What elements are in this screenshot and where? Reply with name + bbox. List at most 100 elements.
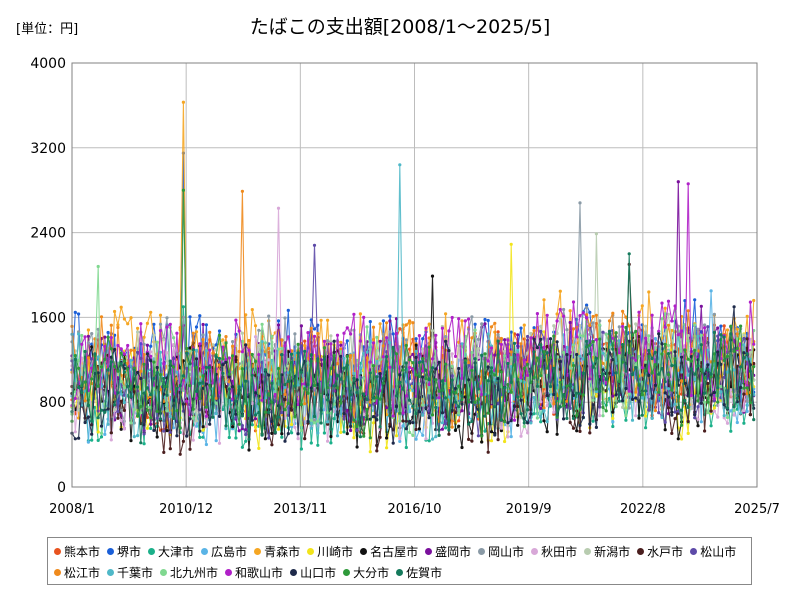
data-point: [165, 393, 169, 397]
legend-item: 秋田市: [531, 541, 577, 562]
data-point: [457, 317, 461, 321]
data-point: [342, 417, 346, 421]
data-point: [178, 384, 182, 388]
data-point: [601, 368, 605, 372]
data-point: [673, 402, 677, 406]
data-point: [375, 375, 379, 379]
data-point: [742, 409, 746, 413]
data-point: [253, 391, 258, 395]
data-point: [299, 447, 303, 451]
data-point: [267, 410, 271, 414]
data-point: [611, 424, 615, 429]
data-point: [299, 402, 303, 407]
data-point: [539, 324, 543, 328]
data-point: [575, 391, 579, 395]
data-point: [712, 312, 717, 316]
data-point: [686, 182, 690, 186]
data-point: [224, 335, 228, 339]
data-point: [506, 338, 510, 342]
data-point: [680, 408, 684, 412]
data-point: [139, 404, 143, 409]
data-point: [739, 385, 743, 390]
data-point: [568, 366, 572, 370]
data-point: [421, 357, 425, 361]
data-point: [716, 400, 720, 404]
data-point: [339, 340, 343, 344]
data-point: [739, 365, 743, 369]
data-point: [689, 407, 694, 411]
data-point: [424, 437, 428, 441]
data-point: [526, 362, 530, 366]
data-point: [378, 322, 382, 326]
data-point: [558, 307, 562, 312]
data-point: [378, 372, 382, 376]
data-point: [483, 322, 487, 326]
data-point: [96, 384, 100, 388]
data-point: [371, 399, 376, 403]
data-point: [742, 351, 746, 355]
data-point: [194, 365, 199, 369]
data-point: [447, 432, 451, 436]
data-point: [175, 434, 179, 438]
data-point: [460, 319, 464, 323]
data-point: [683, 348, 687, 352]
data-point: [234, 416, 238, 420]
data-point: [709, 372, 713, 376]
data-point: [155, 340, 159, 344]
data-point: [673, 363, 677, 367]
data-point: [624, 414, 628, 418]
data-point: [145, 408, 149, 412]
data-point: [214, 412, 218, 416]
data-point: [240, 331, 244, 335]
data-point: [244, 432, 248, 437]
data-point: [660, 317, 664, 321]
data-point: [414, 437, 418, 441]
data-point: [657, 332, 661, 336]
data-point: [562, 314, 566, 318]
data-point: [362, 413, 366, 417]
data-point: [77, 436, 81, 440]
data-point: [312, 383, 317, 387]
data-point: [201, 366, 205, 370]
data-point: [276, 319, 281, 323]
data-point: [86, 440, 90, 444]
data-point: [444, 362, 448, 366]
data-point: [463, 359, 467, 363]
legend-item: 青森市: [254, 541, 300, 562]
data-point: [158, 373, 163, 377]
data-point: [109, 431, 113, 435]
data-point: [706, 381, 710, 386]
data-point: [201, 430, 205, 435]
data-point: [365, 325, 369, 329]
data-point: [237, 329, 241, 333]
data-point: [637, 416, 641, 420]
data-point: [385, 336, 389, 340]
data-point: [273, 399, 277, 403]
data-point: [158, 313, 163, 317]
data-point: [172, 336, 176, 340]
data-point: [172, 365, 176, 369]
data-point: [696, 327, 700, 331]
data-point: [178, 452, 182, 456]
data-point: [568, 420, 572, 425]
data-point: [322, 346, 326, 350]
data-point: [136, 385, 140, 389]
data-point: [244, 428, 248, 432]
legend-label: 松山市: [700, 545, 737, 559]
data-point: [234, 318, 238, 322]
data-point: [591, 398, 595, 402]
data-point: [571, 416, 576, 420]
data-point: [168, 359, 172, 363]
data-point: [526, 373, 530, 377]
data-point: [339, 401, 343, 405]
data-point: [326, 339, 330, 343]
data-point: [253, 425, 258, 429]
data-point: [401, 419, 405, 423]
data-point: [460, 342, 464, 346]
data-point: [178, 426, 182, 430]
data-point: [548, 384, 553, 389]
data-point: [558, 380, 562, 384]
data-point: [276, 206, 281, 210]
data-point: [283, 316, 287, 320]
data-point: [591, 403, 595, 407]
